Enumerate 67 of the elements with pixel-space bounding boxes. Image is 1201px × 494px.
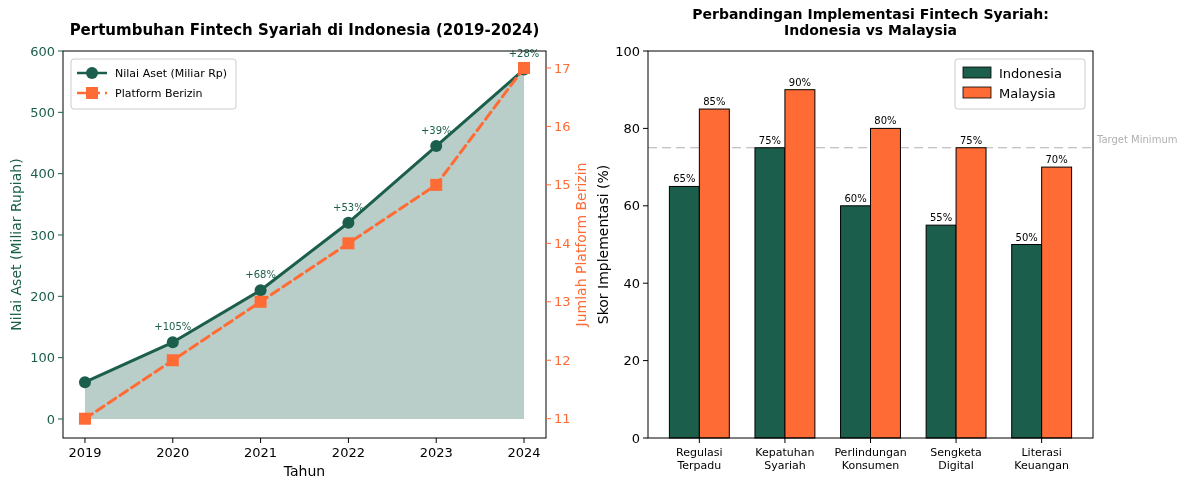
- point: [166, 336, 179, 349]
- y-tick-label: 600: [30, 43, 55, 59]
- ref-line-label: Target Minimum: [1096, 133, 1178, 145]
- legend-label: Platform Berizin: [115, 86, 203, 100]
- y-tick-label: 500: [30, 104, 55, 120]
- x-tick-label: 2024: [507, 445, 541, 460]
- x-tick-label: 2020: [156, 445, 190, 460]
- y-tick-label: 300: [30, 227, 55, 243]
- x-tick-label: Literasi Keuangan: [1014, 446, 1070, 472]
- chart-title: Pertumbuhan Fintech Syariah di Indonesia (2019-2024): [69, 21, 540, 39]
- point: [78, 412, 91, 425]
- y2-tick-label: 17: [554, 60, 571, 76]
- point: [254, 295, 267, 308]
- y-axis-title: Skor Implementasi (%): [595, 164, 611, 325]
- data-label: 80%: [874, 115, 897, 127]
- x-tick-label: Sengketa Digital: [930, 446, 982, 472]
- y-axis-title: Nilai Aset (Miliar Rupiah): [8, 158, 24, 331]
- point: [342, 237, 355, 250]
- legend-label: Malaysia: [999, 85, 1056, 101]
- point: [78, 376, 91, 389]
- y-tick-label: 0: [631, 430, 640, 446]
- data-label: 75%: [959, 134, 983, 146]
- y2-tick-label: 15: [554, 177, 571, 193]
- point: [430, 178, 443, 191]
- annotation: +68%: [245, 269, 276, 281]
- y2-tick-label: 16: [554, 118, 571, 134]
- y-tick-label: 60: [623, 198, 640, 214]
- y-tick-label: 200: [30, 288, 55, 304]
- data-label: 55%: [929, 212, 953, 224]
- data-label: 70%: [1045, 154, 1068, 166]
- annotation: +53%: [333, 201, 364, 213]
- y2-tick-label: 11: [554, 411, 571, 427]
- point: [254, 284, 267, 297]
- x-axis-title: Tahun: [282, 463, 326, 479]
- point: [342, 216, 355, 229]
- y2-tick-label: 12: [554, 352, 571, 368]
- x-tick-label: 2023: [419, 445, 453, 460]
- y-tick-label: 80: [623, 120, 640, 136]
- data-label: 85%: [703, 96, 726, 108]
- y-tick-label: 20: [623, 353, 640, 369]
- point: [430, 140, 443, 153]
- y-tick-label: 400: [30, 166, 55, 182]
- x-tick-label: Kepatuhan Syariah: [755, 446, 815, 472]
- data-label: 65%: [673, 173, 696, 185]
- legend-label: Nilai Aset (Miliar Rp): [115, 66, 228, 80]
- data-label: 60%: [844, 192, 867, 204]
- y2-tick-label: 14: [554, 235, 571, 251]
- legend-label: Indonesia: [999, 65, 1062, 81]
- y-tick-label: 40: [623, 275, 640, 291]
- x-tick-label: 2022: [331, 445, 365, 460]
- x-tick-label: 2019: [68, 445, 102, 460]
- annotation: +105%: [154, 321, 192, 333]
- y2-axis-title: Jumlah Platform Berizin: [573, 162, 589, 328]
- data-label: 50%: [1015, 231, 1038, 243]
- data-label: 75%: [758, 134, 782, 146]
- y-tick-label: 0: [46, 411, 55, 427]
- annotation: +28%: [508, 48, 540, 60]
- annotation: +39%: [420, 125, 452, 137]
- y-tick-label: 100: [615, 43, 640, 59]
- x-tick-label: 2021: [244, 445, 278, 460]
- chart-title: Perbandingan Implementasi Fintech Syariah: Indonesia vs Malaysia: [692, 6, 1049, 38]
- y-tick-label: 100: [30, 350, 55, 366]
- y2-tick-label: 13: [554, 294, 571, 310]
- data-label: 90%: [788, 76, 812, 88]
- x-tick-label: Perlindungan Konsumen: [834, 446, 907, 472]
- point: [166, 354, 179, 367]
- x-tick-label: Regulasi Terpadu: [676, 446, 723, 472]
